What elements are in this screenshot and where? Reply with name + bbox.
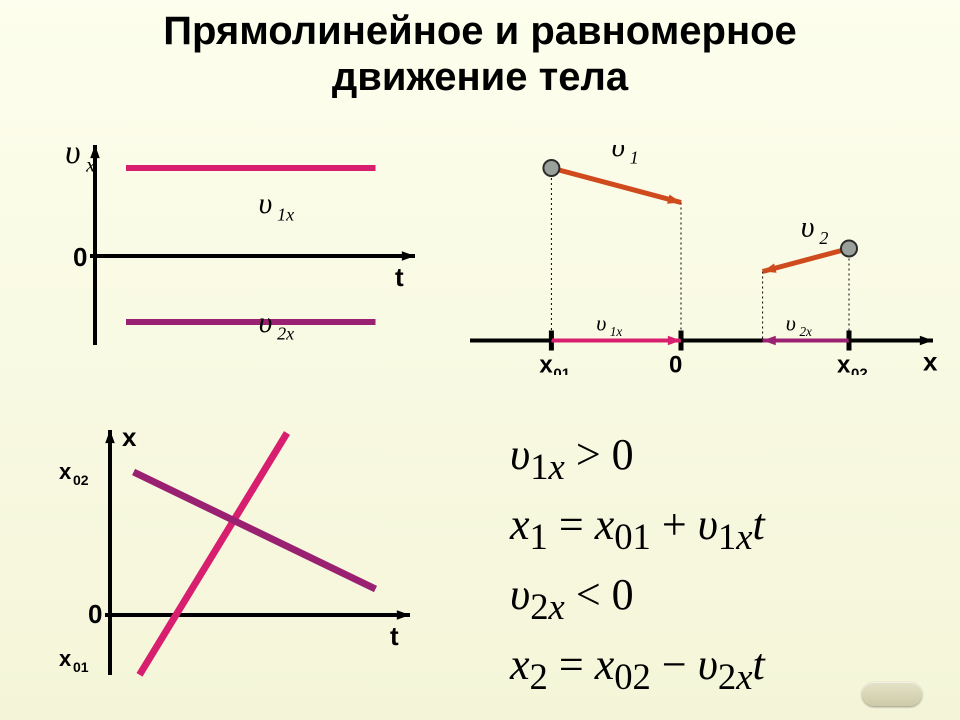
title-line-1: Прямолинейное и равномерное [0,8,960,54]
svg-text:1x: 1x [277,205,294,225]
svg-text:2x: 2x [277,324,294,344]
svg-text:0: 0 [73,242,87,272]
svg-text:υ: υ [786,311,796,336]
svg-text:01: 01 [73,659,89,675]
svg-text:x: x [122,422,137,452]
svg-text:01: 01 [553,366,570,376]
svg-text:υ: υ [596,311,606,336]
svg-text:t: t [395,262,404,292]
svg-text:x: x [85,155,95,177]
svg-text:x: x [59,459,72,484]
svg-text:2: 2 [819,228,828,248]
title-line-2: движение тела [0,54,960,100]
formula-line: x1 = x01 + υ1xt [510,490,765,560]
svg-text:x: x [539,352,553,376]
svg-text:1: 1 [630,148,639,168]
page-title: Прямолинейное и равномерное движение тел… [0,8,960,100]
velocity-chart: υx0tυ1xυ2x [55,135,425,355]
formula-line: υ2x < 0 [510,560,765,630]
svg-text:υ: υ [65,135,81,171]
formula-block: υ1x > 0x1 = x01 + υ1xtυ2x < 0x2 = x02 − … [510,420,765,700]
svg-text:x: x [923,347,938,376]
svg-text:0: 0 [88,599,102,629]
svg-text:2x: 2x [799,324,812,339]
formula-line: υ1x > 0 [510,420,765,490]
svg-text:02: 02 [73,472,89,488]
svg-text:υ: υ [259,187,273,220]
svg-text:υ: υ [801,211,815,244]
svg-text:t: t [390,621,399,651]
svg-text:02: 02 [851,366,868,376]
footer-pill [862,682,922,706]
svg-text:1x: 1x [610,324,623,339]
svg-text:0: 0 [669,352,682,376]
position-chart: x0tx02x01 [55,420,425,680]
svg-text:x: x [59,646,72,671]
formula-line: x2 = x02 − υ2xt [510,630,765,700]
vector-diagram: xx010x02υ1xυ2xυ1υ2 [465,145,945,375]
svg-text:x: x [837,352,851,376]
svg-text:υ: υ [259,306,273,339]
svg-text:υ: υ [611,145,625,163]
